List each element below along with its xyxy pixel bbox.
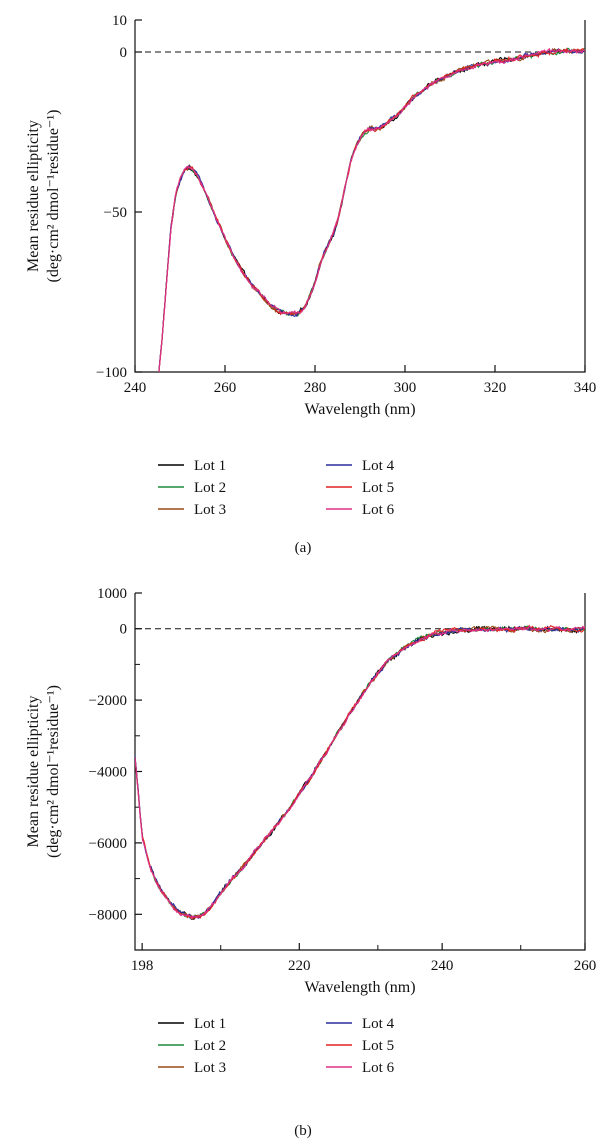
legend-label: Lot 6 [362,502,395,518]
x-tick-label: 240 [124,380,147,396]
x-tick-label: 260 [574,958,597,974]
series-line-lot-1 [135,625,585,921]
legend-label: Lot 5 [362,480,394,496]
series-line-lot-5 [158,47,585,372]
x-tick-label: 260 [214,380,237,396]
legend-label: Lot 4 [362,1016,395,1032]
x-tick-label: 220 [288,958,311,974]
series-line-lot-4 [135,625,585,919]
legend-label: Lot 1 [194,1016,226,1032]
y-axis-title-line2: (deg·cm² dmol⁻¹residue⁻¹) [45,109,62,282]
legend-label: Lot 5 [362,1038,394,1054]
y-tick-label: 0 [120,622,128,638]
legend-label: Lot 1 [194,458,226,474]
y-axis-title-line1: Mean residue ellipticity [25,696,42,848]
y-axis-title-line2: (deg·cm² dmol⁻¹residue⁻¹) [45,685,62,858]
legend: Lot 1 Lot 2 Lot 3 Lot 4 Lot 5 Lot 6 [158,458,395,518]
y-tick-label: −50 [104,205,127,221]
panel-label: (a) [295,540,312,556]
series-line-lot-5 [135,624,585,919]
y-tick-label: −2000 [89,693,127,709]
series-line-lot-2 [135,625,585,920]
legend-label: Lot 3 [194,1060,226,1076]
series-line-lot-4 [158,47,585,372]
series-line-lot-3 [135,625,585,920]
panel-label: (b) [294,1123,312,1139]
x-axis-title: Wavelength (nm) [304,979,415,996]
y-tick-label: 0 [120,45,128,61]
y-tick-label: 1000 [97,586,127,602]
plot-frame [134,20,586,373]
legend-label: Lot 6 [362,1060,395,1076]
y-tick-label: −100 [96,365,127,381]
x-tick-label: 320 [484,380,507,396]
legend-label: Lot 2 [194,480,226,496]
series-line-lot-3 [158,47,585,372]
y-tick-label: −8000 [89,907,127,923]
x-tick-label: 240 [431,958,454,974]
x-tick-label: 300 [394,380,417,396]
series-line-lot-1 [158,48,585,372]
chart-panel-b: 198 220 240 260 1000 0 −2000 −4000 −6000 −8000 Wav… [25,586,596,1139]
x-tick-label: 280 [304,380,327,396]
legend: Lot 1 Lot 2 Lot 3 Lot 4 Lot 5 Lot 6 [158,1016,395,1076]
chart-panel-a: 240 260 280 300 320 340 10 0 −50 −100 Wavelength (… [25,13,596,556]
series-line-lot-6 [158,48,585,372]
legend-label: Lot 3 [194,502,226,518]
y-tick-label: −4000 [89,765,127,781]
x-tick-label: 198 [131,958,154,974]
y-tick-label: −6000 [89,836,127,852]
series-line-lot-6 [135,625,585,920]
x-tick-label: 340 [574,380,597,396]
series-line-lot-2 [158,47,585,372]
legend-label: Lot 4 [362,458,395,474]
y-axis-title-line1: Mean residue ellipticity [25,120,42,272]
x-axis-title: Wavelength (nm) [304,401,415,418]
plot-frame [134,593,586,951]
y-tick-label: 10 [112,13,127,29]
legend-label: Lot 2 [194,1038,226,1054]
